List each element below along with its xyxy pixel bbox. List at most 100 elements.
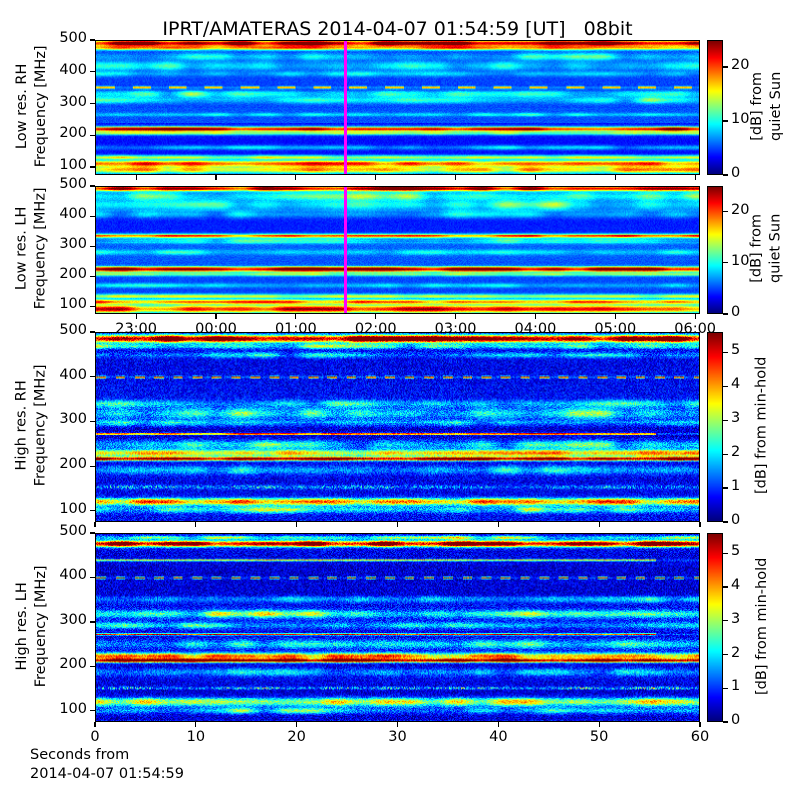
y-tick-label: 500 xyxy=(59,523,87,539)
time-cursor-line-low-res-lh[interactable] xyxy=(344,187,347,313)
colorbar-tick-mark xyxy=(723,174,728,176)
page-title: IPRT/AMATERAS 2014-04-07 01:54:59 [UT] 0… xyxy=(162,18,633,40)
spectrogram-high-res-lh[interactable] xyxy=(95,533,700,722)
spectrogram-low-res-lh[interactable] xyxy=(95,186,700,314)
colorbar-tick-mark xyxy=(723,453,728,455)
x-tick-label: 20 xyxy=(287,729,306,745)
colorbar-tick-label: 2 xyxy=(731,644,741,661)
colorbar-label-high-res-lh: [dB] from min-hold xyxy=(753,557,770,695)
colorbar-tick-label: 3 xyxy=(731,610,741,627)
colorbar-tick-mark xyxy=(723,262,728,264)
colorbar-tick-mark xyxy=(723,687,728,689)
y-tick-mark xyxy=(90,39,95,41)
colorbar-tick-label: 0 xyxy=(731,304,741,320)
x-tick-mark xyxy=(195,722,197,727)
colorbar-tick-label: 5 xyxy=(731,342,741,359)
y-tick-label: 400 xyxy=(59,206,87,223)
y-tick-mark xyxy=(90,185,95,187)
x-tick-mark xyxy=(598,522,600,527)
x-tick-mark xyxy=(694,314,696,319)
x-tick-mark xyxy=(396,722,399,727)
y-tick-label: 500 xyxy=(59,322,87,338)
colorbar-tick-label: 1 xyxy=(731,678,741,695)
x-tick-mark xyxy=(694,175,696,180)
spectrogram-canvas-low-res-rh xyxy=(96,41,699,174)
x-tick-mark xyxy=(215,314,217,319)
spectrogram-low-res-rh[interactable] xyxy=(95,40,700,175)
colorbar-tick-label: 3 xyxy=(731,410,741,427)
colorbar-low-res-rh xyxy=(707,40,723,175)
x-tick-mark xyxy=(534,314,537,319)
x-tick-mark xyxy=(94,522,96,527)
x-tick-label: 60 xyxy=(690,729,710,745)
x-tick-mark xyxy=(454,175,457,180)
colorbar-tick-mark xyxy=(723,620,728,622)
colorbar-tick-mark xyxy=(723,721,728,723)
colorbar-tick-label: 0 xyxy=(731,165,741,181)
colorbar-tick-label: 10 xyxy=(731,252,750,269)
colorbar-gradient-low-res-lh xyxy=(708,187,722,313)
colorbar-tick-label: 4 xyxy=(731,577,741,593)
spectrogram-high-res-rh[interactable] xyxy=(95,332,700,522)
y-tick-mark xyxy=(90,576,95,579)
y-tick-label: 300 xyxy=(59,411,87,428)
colorbar-tick-mark xyxy=(723,521,728,523)
y-tick-mark xyxy=(90,665,95,667)
x-tick-mark xyxy=(375,175,377,180)
y-tick-label: 100 xyxy=(59,157,87,174)
y-tick-label: 100 xyxy=(59,500,87,517)
y-tick-mark xyxy=(90,166,95,168)
x-tick-label: 30 xyxy=(388,729,407,745)
colorbar-tick-mark xyxy=(723,586,728,588)
x-tick-mark xyxy=(135,314,137,319)
y-tick-mark xyxy=(90,621,95,623)
y-axis-label-title-high-res-lh: High res. LH xyxy=(13,581,30,670)
y-tick-mark xyxy=(90,245,95,247)
spectrogram-canvas-low-res-lh xyxy=(96,187,699,313)
y-tick-label: 100 xyxy=(59,700,87,717)
x-axis-caption-line2: 2014-04-07 01:54:59 xyxy=(30,766,184,783)
spectrogram-canvas-high-res-rh xyxy=(96,333,699,521)
x-axis-caption-line1: Seconds from xyxy=(30,747,130,763)
x-axis-caption: Seconds from 2014-04-07 01:54:59 xyxy=(30,746,184,784)
x-tick-mark xyxy=(295,314,297,319)
y-tick-label: 200 xyxy=(59,125,87,142)
x-tick-mark xyxy=(396,522,399,527)
x-tick-mark xyxy=(534,175,537,180)
colorbar-tick-label: 2 xyxy=(731,444,741,461)
colorbar-gradient-high-res-rh xyxy=(708,333,722,521)
x-tick-label: 50 xyxy=(589,729,609,745)
time-cursor-line-low-res-rh[interactable] xyxy=(344,41,347,174)
x-tick-mark xyxy=(598,722,600,727)
x-tick-mark xyxy=(497,522,499,527)
colorbar-high-res-lh xyxy=(707,533,723,722)
x-tick-mark xyxy=(94,722,96,727)
colorbar-tick-mark xyxy=(723,120,728,122)
y-tick-mark xyxy=(90,305,95,308)
x-tick-mark xyxy=(614,314,616,319)
colorbar-tick-label: 5 xyxy=(731,543,741,560)
colorbar-tick-mark xyxy=(723,351,728,353)
y-tick-mark xyxy=(90,134,95,136)
colorbar-tick-mark xyxy=(723,313,728,315)
x-tick-mark xyxy=(454,314,457,319)
y-tick-mark xyxy=(90,71,95,73)
colorbar-tick-mark xyxy=(723,211,728,213)
x-tick-label: 10 xyxy=(186,729,206,745)
colorbar-tick-label: 20 xyxy=(731,57,750,73)
colorbar-tick-mark xyxy=(723,552,728,554)
colorbar-tick-label: 0 xyxy=(731,512,741,528)
y-tick-mark xyxy=(90,331,95,333)
x-tick-mark xyxy=(614,175,616,180)
x-tick-mark xyxy=(135,175,137,180)
colorbar-tick-mark xyxy=(723,385,728,387)
y-tick-mark xyxy=(90,465,95,467)
colorbar-tick-label: 20 xyxy=(731,201,750,218)
colorbar-low-res-lh xyxy=(707,186,723,314)
y-tick-label: 400 xyxy=(59,366,87,383)
colorbar-gradient-low-res-rh xyxy=(708,41,722,174)
colorbar-tick-label: 4 xyxy=(731,376,741,393)
colorbar-tick-label: 10 xyxy=(731,111,750,127)
y-axis-label-units-high-res-lh: Frequency [MHz] xyxy=(32,564,49,687)
